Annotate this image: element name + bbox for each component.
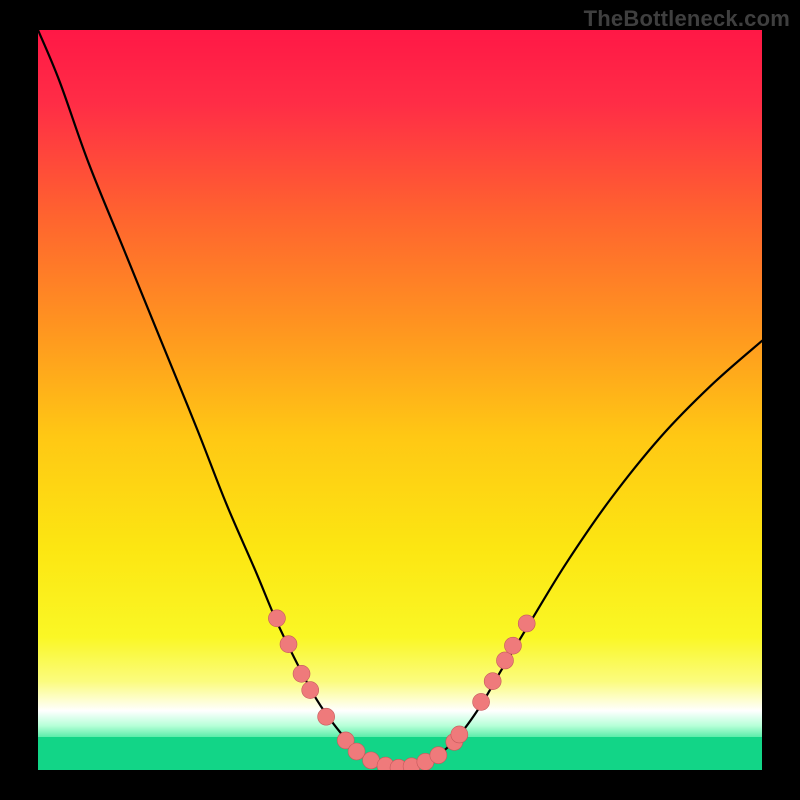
marker-dot: [496, 652, 513, 669]
watermark-text: TheBottleneck.com: [584, 6, 790, 32]
marker-dot: [504, 637, 521, 654]
plot-area: [38, 30, 762, 770]
marker-dot: [280, 636, 297, 653]
marker-dot: [473, 693, 490, 710]
marker-dot: [318, 708, 335, 725]
chart-root: { "watermark": { "text": "TheBottleneck.…: [0, 0, 800, 800]
marker-dot: [293, 665, 310, 682]
marker-dot: [451, 726, 468, 743]
data-markers: [38, 30, 762, 770]
marker-dot: [268, 610, 285, 627]
marker-dot: [430, 747, 447, 764]
marker-dot: [348, 743, 365, 760]
marker-dot: [518, 615, 535, 632]
marker-dot: [484, 673, 501, 690]
marker-dot: [302, 682, 319, 699]
